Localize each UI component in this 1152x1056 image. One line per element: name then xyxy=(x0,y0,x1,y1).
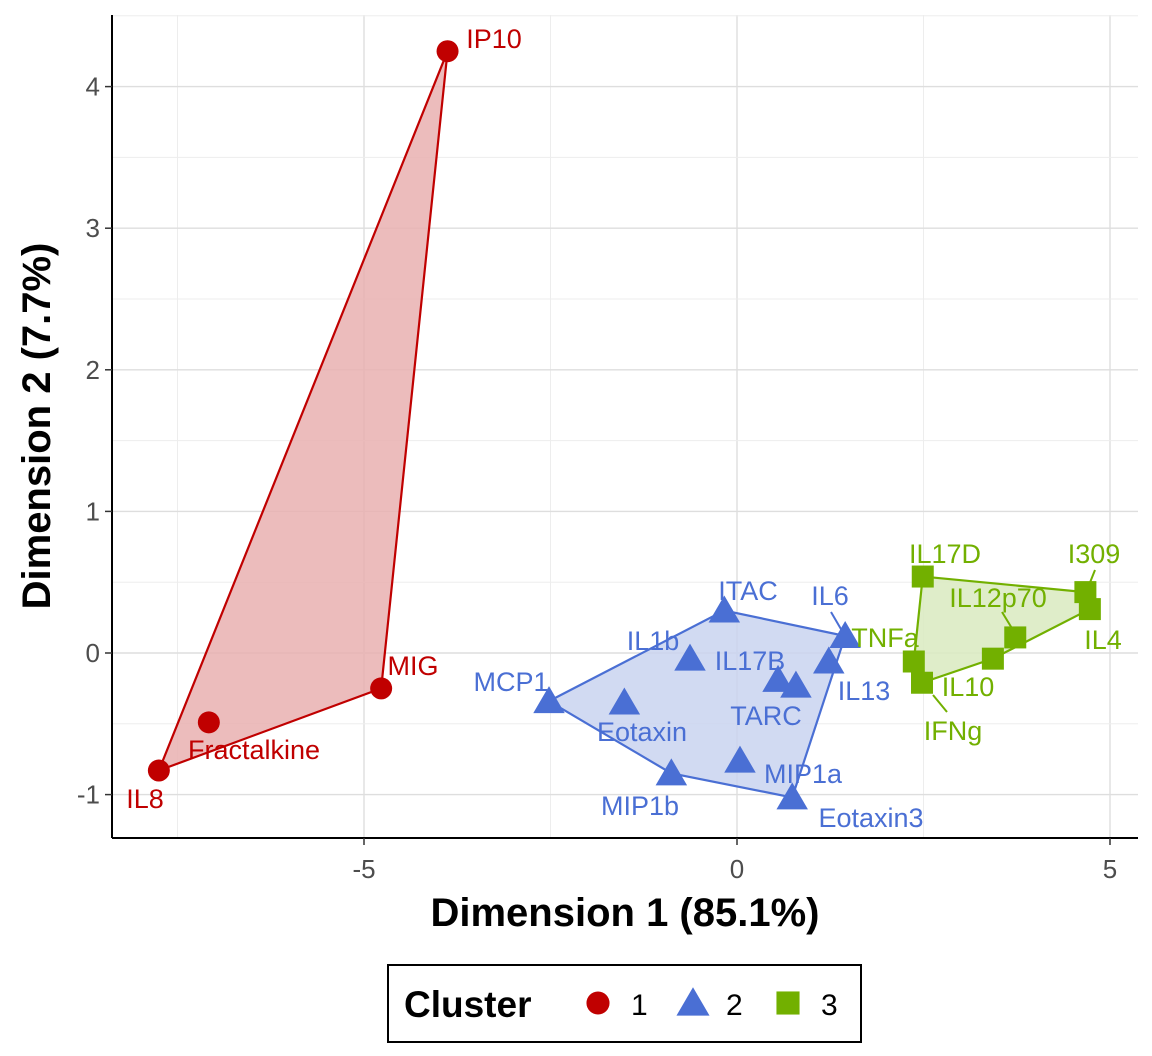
leader-ifng xyxy=(932,694,948,713)
x-tick-label: -5 xyxy=(352,854,375,884)
point-mip1a xyxy=(724,745,756,773)
point-mip1b xyxy=(655,758,688,786)
hull-cluster-2 xyxy=(546,609,847,799)
y-tick-label: 4 xyxy=(86,72,100,102)
label-tnfa: TNFa xyxy=(851,623,919,653)
point-tarc xyxy=(780,670,812,698)
label-mcp1: MCP1 xyxy=(473,667,548,697)
label-tarc: TARC xyxy=(730,701,802,731)
y-axis-title: Dimension 2 (7.7%) xyxy=(15,243,59,610)
y-tick-label: 3 xyxy=(86,213,100,243)
label-il12p70: IL12p70 xyxy=(949,583,1047,613)
legend-title: Cluster xyxy=(404,984,531,1025)
point-il17d xyxy=(911,565,934,588)
hull-cluster-1 xyxy=(156,50,449,773)
label-i309: I309 xyxy=(1068,539,1121,569)
point-il17b xyxy=(762,664,794,692)
y-tick-label: -1 xyxy=(77,780,100,810)
y-tick-label: 0 xyxy=(86,638,100,668)
label-eotaxin3: Eotaxin3 xyxy=(818,803,923,833)
point-il13 xyxy=(813,646,845,674)
cluster-hulls xyxy=(156,50,1092,799)
legend-label-1: 1 xyxy=(631,989,648,1022)
x-tick-label: 0 xyxy=(730,854,744,884)
point-labels: IP10 MIG Fractalkine IL8 ITAC IL6 IL1b IL17B TAR… xyxy=(126,24,1122,833)
point-mcp1 xyxy=(533,686,565,714)
label-il17b: IL17B xyxy=(715,646,786,676)
point-mig xyxy=(370,677,393,700)
points xyxy=(147,40,1101,810)
y-tick-label: 1 xyxy=(86,496,100,526)
label-il6: IL6 xyxy=(811,581,849,611)
label-mig: MIG xyxy=(388,651,439,681)
legend: Cluster 1 2 3 xyxy=(387,964,862,1043)
point-il4 xyxy=(1078,598,1101,621)
legend-label-2: 2 xyxy=(726,989,743,1022)
point-il10 xyxy=(981,647,1004,670)
label-mip1a: MIP1a xyxy=(764,759,843,789)
axes: -5 0 5 -1 0 1 2 3 4 xyxy=(77,15,1138,884)
label-il10: IL10 xyxy=(942,672,995,702)
x-axis-title: Dimension 1 (85.1%) xyxy=(430,891,819,935)
legend-key-1 xyxy=(586,991,610,1015)
point-il12p70 xyxy=(1004,626,1027,649)
point-ip10 xyxy=(436,40,459,63)
label-il17d: IL17D xyxy=(909,539,981,569)
point-il1b xyxy=(674,643,706,671)
label-ip10: IP10 xyxy=(466,24,522,54)
point-il6 xyxy=(829,621,861,649)
x-tick-label: 5 xyxy=(1103,854,1117,884)
label-il13: IL13 xyxy=(838,676,891,706)
label-ifng: IFNg xyxy=(924,716,983,746)
label-il8: IL8 xyxy=(126,784,164,814)
point-eotaxin3 xyxy=(776,782,808,810)
legend-key-3 xyxy=(776,991,800,1015)
label-mip1b: MIP1b xyxy=(601,791,679,821)
label-fractalkine: Fractalkine xyxy=(188,735,320,765)
point-itac xyxy=(708,595,741,623)
y-tick-label: 2 xyxy=(86,355,100,385)
point-tnfa xyxy=(902,650,925,673)
point-fractalkine xyxy=(197,711,220,734)
legend-key-2 xyxy=(676,987,710,1016)
point-ifng xyxy=(911,671,934,694)
point-eotaxin xyxy=(608,687,641,715)
label-itac: ITAC xyxy=(718,576,778,606)
label-eotaxin: Eotaxin xyxy=(597,717,687,747)
point-il8 xyxy=(147,759,170,782)
point-i309 xyxy=(1074,581,1097,604)
label-il4: IL4 xyxy=(1084,625,1122,655)
label-il1b: IL1b xyxy=(627,626,680,656)
legend-label-3: 3 xyxy=(821,989,838,1022)
